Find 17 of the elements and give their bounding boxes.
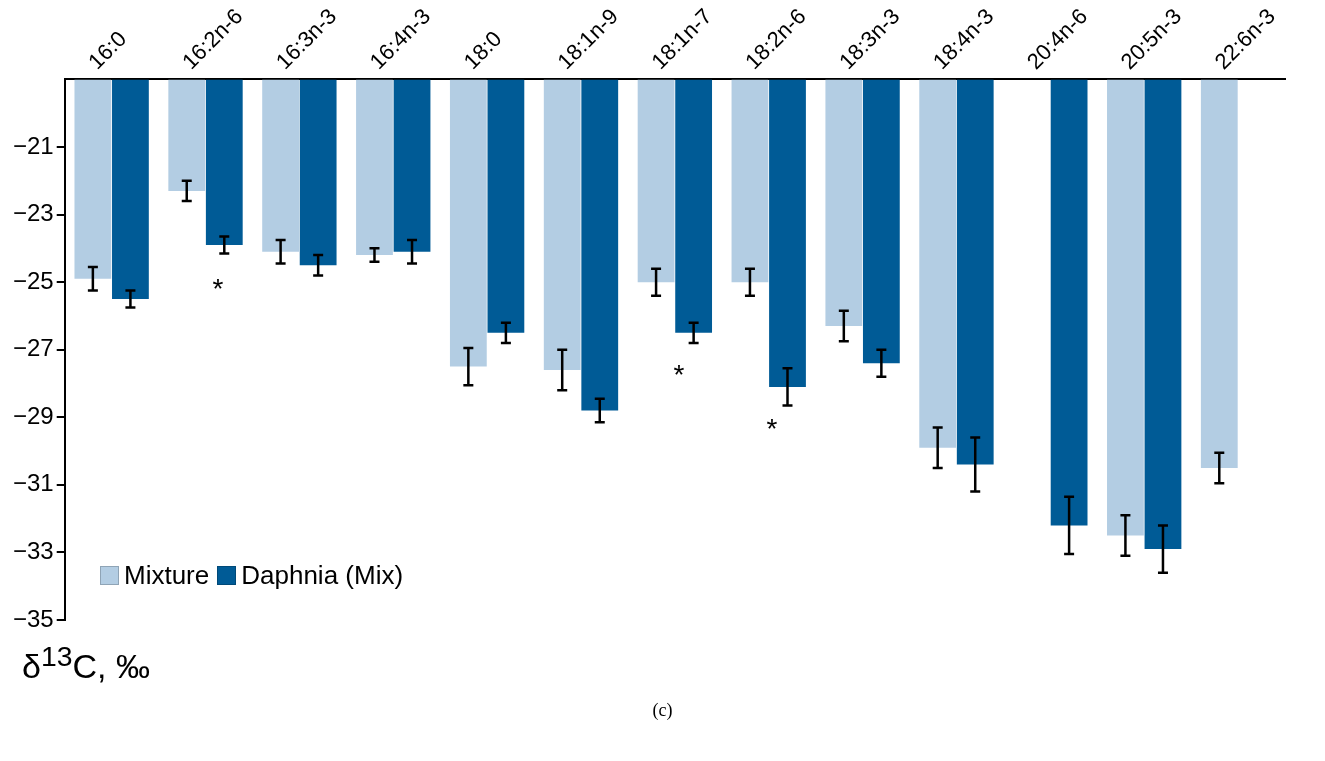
x-tick-label: 16:0 (83, 25, 132, 74)
y-tick-label: −23 (12, 199, 54, 227)
annotation: * (766, 412, 778, 444)
y-tick-label: −25 (12, 266, 54, 294)
text: (c) (651, 700, 674, 721)
x-tick-label: 18:0 (458, 25, 507, 74)
y-axis-title: δ$^{13}$C, ‰ (22, 640, 150, 687)
y-tick-label: −31 (12, 469, 54, 497)
y-tick-label: −27 (12, 334, 54, 362)
annotation: * (212, 272, 224, 304)
legend-label: Daphnia (Mix) (241, 560, 404, 591)
annotation: * (673, 358, 685, 390)
y-tick-label: −21 (12, 131, 54, 159)
y-tick-label: −35 (12, 604, 54, 632)
y-tick-label: −29 (12, 401, 54, 429)
y-tick-label: −33 (12, 537, 54, 565)
legend-label: Mixture (124, 560, 210, 591)
